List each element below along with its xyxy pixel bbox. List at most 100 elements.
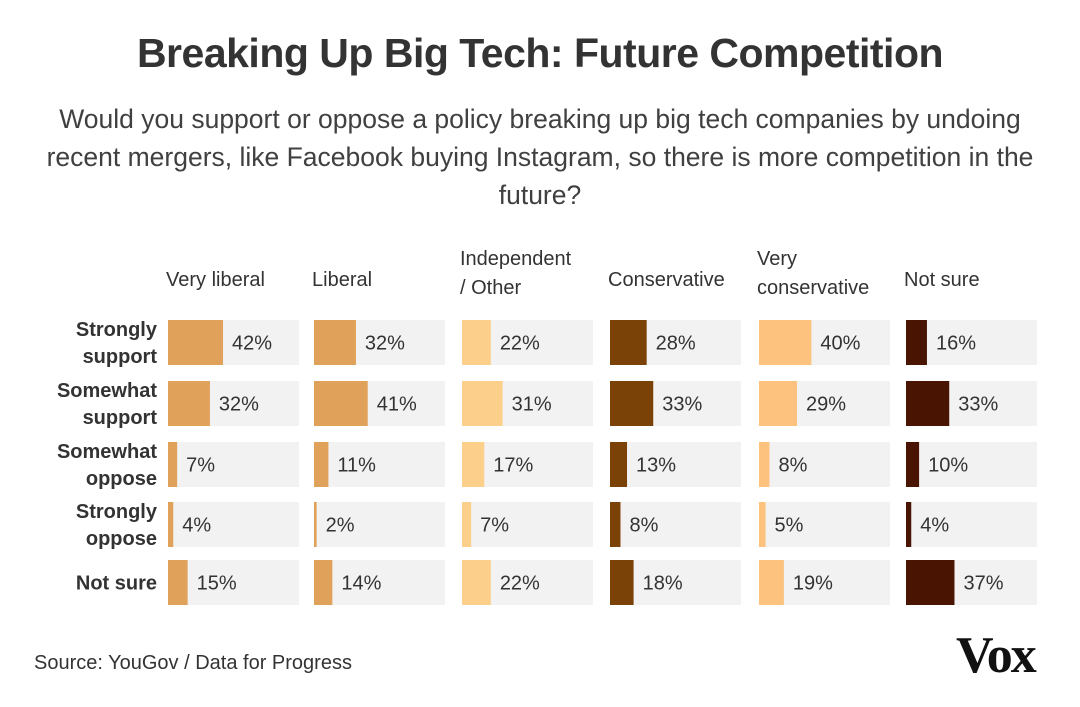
source-note: Source: YouGov / Data for Progress bbox=[34, 652, 352, 674]
data-label: 17% bbox=[493, 455, 533, 477]
column-header: Independent / Other bbox=[460, 248, 572, 299]
data-label: 31% bbox=[512, 394, 552, 416]
bar bbox=[314, 442, 329, 487]
bar bbox=[759, 502, 766, 547]
row-label-text: oppose bbox=[86, 528, 157, 550]
bar bbox=[168, 560, 188, 605]
row-label-text: Somewhat bbox=[57, 441, 157, 463]
bar-track bbox=[314, 502, 445, 547]
bar-track bbox=[610, 502, 741, 547]
bar-track bbox=[610, 442, 741, 487]
bar bbox=[168, 502, 174, 547]
data-label: 14% bbox=[341, 573, 381, 595]
bar bbox=[610, 560, 634, 605]
column-header: Not sure bbox=[904, 269, 980, 291]
data-label: 32% bbox=[365, 333, 405, 355]
bar-track bbox=[314, 442, 445, 487]
chart-area: Very liberal Liberal Independent / Other Con… bbox=[57, 248, 1037, 605]
column-header: Liberal bbox=[312, 269, 372, 291]
bar bbox=[610, 502, 621, 547]
row-label-text: Not sure bbox=[76, 573, 157, 595]
bar bbox=[759, 560, 784, 605]
data-label: 29% bbox=[806, 394, 846, 416]
bar bbox=[168, 381, 210, 426]
data-label: 41% bbox=[377, 394, 417, 416]
data-label: 4% bbox=[182, 515, 211, 537]
row-label-text: oppose bbox=[86, 468, 157, 490]
column-header-text: Very bbox=[757, 248, 797, 270]
bar bbox=[462, 502, 472, 547]
bar bbox=[462, 320, 491, 365]
column-header-text: Liberal bbox=[312, 269, 372, 291]
data-label: 16% bbox=[936, 333, 976, 355]
bar-track bbox=[759, 442, 890, 487]
bar-track bbox=[462, 502, 593, 547]
data-label: 32% bbox=[219, 394, 259, 416]
bar-track bbox=[168, 442, 299, 487]
bar-track bbox=[759, 502, 890, 547]
bar bbox=[610, 381, 654, 426]
bar-track bbox=[168, 560, 299, 605]
data-label: 7% bbox=[186, 455, 215, 477]
column-header-text: conservative bbox=[757, 277, 869, 299]
bar bbox=[314, 320, 356, 365]
data-label: 37% bbox=[963, 573, 1003, 595]
data-label: 13% bbox=[636, 455, 676, 477]
data-label: 4% bbox=[920, 515, 949, 537]
bar bbox=[759, 442, 770, 487]
chart-title: Breaking Up Big Tech: Future Competition bbox=[136, 30, 944, 76]
bar bbox=[759, 320, 812, 365]
data-label: 19% bbox=[793, 573, 833, 595]
data-label: 5% bbox=[775, 515, 804, 537]
data-label: 28% bbox=[656, 333, 696, 355]
column-header: Very conservative bbox=[757, 248, 869, 299]
bar bbox=[314, 502, 317, 547]
data-label: 22% bbox=[500, 573, 540, 595]
bar-track bbox=[906, 502, 1037, 547]
bar bbox=[610, 442, 628, 487]
column-header-text: / Other bbox=[460, 277, 521, 299]
vox-logo: Vox bbox=[956, 627, 1037, 684]
data-label: 18% bbox=[643, 573, 683, 595]
data-label: 15% bbox=[197, 573, 237, 595]
data-label: 42% bbox=[232, 333, 272, 355]
row-label: Somewhat support bbox=[57, 380, 157, 429]
data-label: 8% bbox=[778, 455, 807, 477]
row-label: Strongly oppose bbox=[76, 501, 158, 550]
data-label: 22% bbox=[500, 333, 540, 355]
column-header-text: Not sure bbox=[904, 269, 980, 291]
bar bbox=[759, 381, 797, 426]
column-header: Conservative bbox=[608, 269, 725, 291]
bar bbox=[168, 442, 178, 487]
data-label: 8% bbox=[629, 515, 658, 537]
column-header-text: Very liberal bbox=[166, 269, 265, 291]
row-label: Strongly support bbox=[76, 319, 158, 368]
bar-track bbox=[906, 442, 1037, 487]
data-label: 2% bbox=[326, 515, 355, 537]
data-label: 33% bbox=[958, 394, 998, 416]
column-header-text: Independent bbox=[460, 248, 572, 270]
row-label: Somewhat oppose bbox=[57, 441, 157, 490]
bar bbox=[314, 381, 368, 426]
bar bbox=[906, 560, 955, 605]
bar bbox=[906, 320, 927, 365]
bar bbox=[462, 381, 503, 426]
bar bbox=[462, 442, 485, 487]
data-label: 33% bbox=[662, 394, 702, 416]
data-label: 10% bbox=[928, 455, 968, 477]
bar bbox=[462, 560, 491, 605]
row-label-text: Somewhat bbox=[57, 380, 157, 402]
row-label-text: support bbox=[83, 407, 158, 429]
row-label-text: Strongly bbox=[76, 501, 158, 523]
data-label: 40% bbox=[820, 333, 860, 355]
data-label: 7% bbox=[480, 515, 509, 537]
bar bbox=[314, 560, 333, 605]
bar bbox=[906, 442, 920, 487]
column-header-text: Conservative bbox=[608, 269, 725, 291]
row-label-text: Strongly bbox=[76, 319, 158, 341]
bar bbox=[168, 320, 224, 365]
bar-track bbox=[168, 502, 299, 547]
bar-track bbox=[314, 560, 445, 605]
bar-track bbox=[906, 320, 1037, 365]
bar bbox=[906, 502, 912, 547]
